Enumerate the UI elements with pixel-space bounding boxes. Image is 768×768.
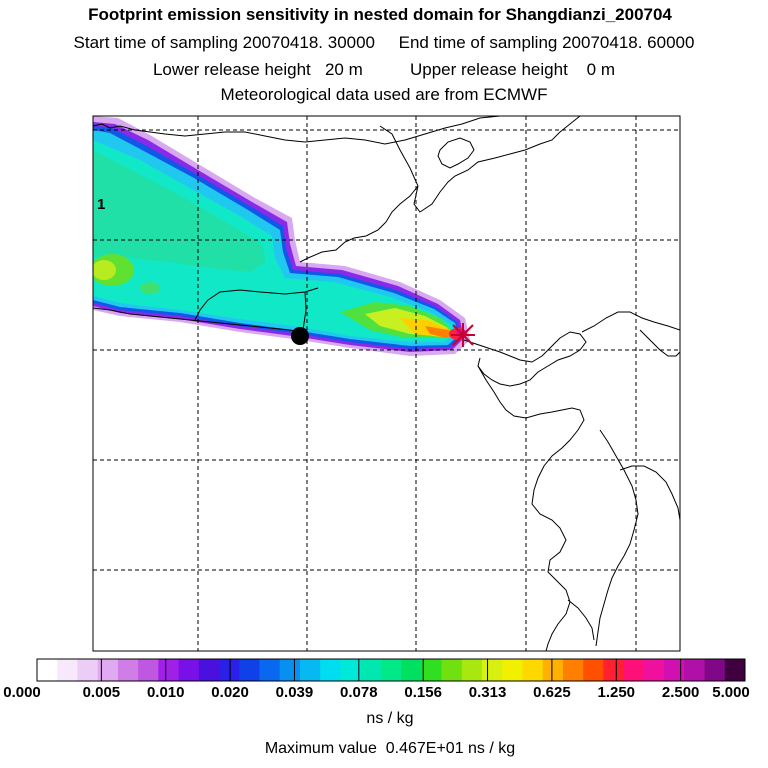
- meteo-source: Meteorological data used are from ECMWF: [220, 85, 548, 104]
- colorbar-swatch: [623, 659, 645, 681]
- colorbar-swatch: [401, 659, 422, 681]
- colorbar-tick-label: 2.500: [661, 684, 700, 701]
- colorbar-swatch: [704, 659, 726, 681]
- colorbar-swatch: [97, 659, 119, 681]
- colorbar-swatch: [724, 659, 746, 681]
- colorbar-swatch: [583, 659, 604, 681]
- colorbar-swatch: [360, 659, 382, 681]
- max-value-label: Maximum value 0.467E+01 ns / kg: [264, 740, 516, 757]
- colorbar-tick-label: 0.156: [404, 684, 442, 701]
- colorbar-swatch: [684, 659, 706, 681]
- colorbar-swatch: [158, 659, 180, 681]
- map-frame: [92, 115, 681, 652]
- colorbar-tick-label: 0.625: [533, 684, 571, 701]
- colorbar-swatch: [461, 659, 483, 681]
- colorbar-swatch: [219, 659, 240, 681]
- colorbar-swatch: [522, 659, 544, 681]
- coastlines: [93, 116, 680, 651]
- colorbar-swatch: [502, 659, 523, 681]
- star-icon: [451, 323, 475, 347]
- colorbar-tick-label: 0.078: [340, 684, 378, 701]
- colorbar-tick-label: 0.039: [275, 684, 314, 701]
- colorbar-swatch: [421, 659, 443, 681]
- colorbar-tick-label: 1.250: [597, 684, 636, 701]
- colorbar-frame: [36, 658, 746, 682]
- colorbar-tick-label: 0.020: [211, 684, 249, 701]
- colorbar-swatch: [380, 659, 402, 681]
- colorbar-swatch: [259, 659, 281, 681]
- colorbar-swatch: [542, 659, 564, 681]
- colorbar-tick-label: 0.010: [146, 684, 185, 701]
- footprint-plume: [93, 116, 470, 356]
- colorbar-tick-label: 0.005: [82, 684, 121, 701]
- colorbar-swatch: [340, 659, 362, 681]
- colorbar-swatch: [441, 659, 463, 681]
- colorbar-swatch: [57, 659, 78, 681]
- grid-lines: [93, 116, 680, 651]
- colorbar-tick-label: 0.313: [468, 684, 507, 701]
- colorbar-swatch: [482, 659, 503, 681]
- colorbar-swatch: [239, 659, 261, 681]
- release-heights: Lower release height 20 m Upper release …: [152, 60, 616, 79]
- release-label: 1: [97, 196, 106, 213]
- dot-icon: [291, 327, 309, 345]
- colorbar-swatch: [117, 659, 139, 681]
- colorbar-swatch: [77, 659, 99, 681]
- colorbar-swatch: [279, 659, 301, 681]
- sampling-times: Start time of sampling 20070418. 30000 E…: [73, 33, 695, 52]
- colorbar-swatch: [643, 659, 665, 681]
- colorbar-swatch: [138, 659, 159, 681]
- colorbar-swatch: [37, 659, 58, 681]
- colorbar-tick-label: 0.000: [3, 684, 41, 701]
- colorbar-swatch: [299, 659, 321, 681]
- colorbar-swatch: [664, 659, 685, 681]
- page-title: Footprint emission sensitivity in nested…: [88, 5, 672, 24]
- colorbar-swatch: [603, 659, 625, 681]
- colorbar-swatch: [562, 659, 584, 681]
- colorbar-tick-label: 5.000: [712, 684, 750, 701]
- units-label: ns / kg: [366, 710, 414, 727]
- colorbar-swatch: [320, 659, 341, 681]
- colorbar-swatch: [178, 659, 200, 681]
- colorbar-swatch: [198, 659, 220, 681]
